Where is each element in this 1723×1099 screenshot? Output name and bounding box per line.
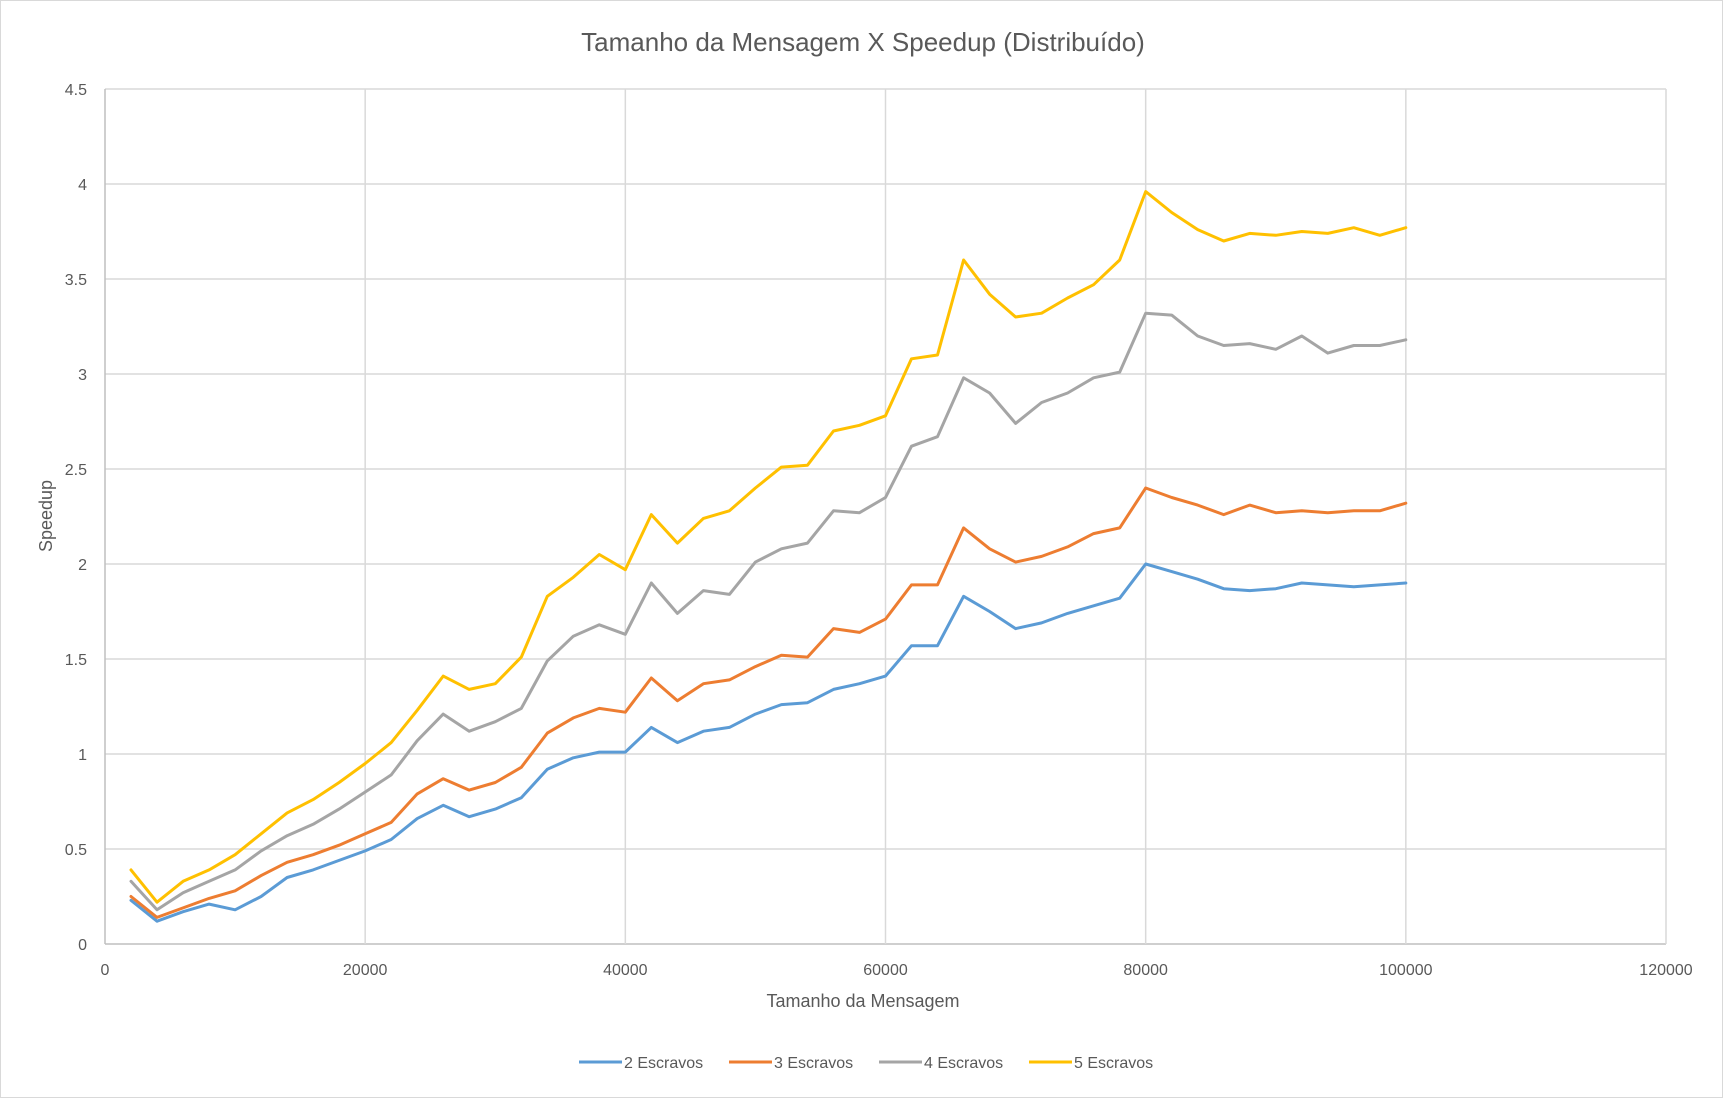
- x-tick-label: 120000: [1639, 962, 1692, 979]
- series-lines: [129, 190, 1408, 923]
- x-tick-label: 100000: [1379, 962, 1432, 979]
- series-line-3-escravos: [129, 486, 1408, 919]
- legend-item: 5 Escravos: [1029, 1055, 1153, 1072]
- y-tick-label: 2.5: [65, 462, 87, 479]
- x-tick-label: 40000: [603, 962, 648, 979]
- y-axis-ticks: 0 0.5 1 1.5 2 2.5 3 3.5 4 4.5: [65, 82, 87, 954]
- legend-label: 2 Escravos: [624, 1055, 703, 1072]
- y-tick-label: 3: [78, 367, 87, 384]
- legend-label: 5 Escravos: [1074, 1055, 1153, 1072]
- x-tick-label: 20000: [343, 962, 388, 979]
- y-tick-label: 1.5: [65, 652, 87, 669]
- y-tick-label: 4.5: [65, 82, 87, 99]
- series-line-2-escravos: [129, 562, 1408, 923]
- y-tick-label: 0: [78, 937, 87, 954]
- y-tick-label: 3.5: [65, 272, 87, 289]
- legend-item: 4 Escravos: [879, 1055, 1003, 1072]
- y-tick-label: 4: [78, 177, 87, 194]
- x-tick-label: 60000: [863, 962, 908, 979]
- series-line-4-escravos: [129, 311, 1408, 912]
- x-axis-title: Tamanho da Mensagem: [766, 991, 959, 1011]
- legend-label: 3 Escravos: [774, 1055, 853, 1072]
- x-axis-ticks: 0 20000 40000 60000 80000 100000 120000: [101, 962, 1693, 979]
- y-axis-title: Speedup: [36, 480, 56, 552]
- chart-title: Tamanho da Mensagem X Speedup (Distribuí…: [581, 27, 1145, 57]
- y-tick-label: 1: [78, 747, 87, 764]
- legend-item: 2 Escravos: [579, 1055, 703, 1072]
- legend-label: 4 Escravos: [924, 1055, 1003, 1072]
- legend-item: 3 Escravos: [729, 1055, 853, 1072]
- y-tick-label: 0.5: [65, 842, 87, 859]
- y-tick-label: 2: [78, 557, 87, 574]
- series-line-5-escravos: [129, 190, 1408, 904]
- x-tick-label: 0: [101, 962, 110, 979]
- legend: 2 Escravos 3 Escravos 4 Escravos 5 Escravos: [579, 1055, 1153, 1072]
- x-tick-label: 80000: [1123, 962, 1168, 979]
- gridlines: [104, 88, 1667, 945]
